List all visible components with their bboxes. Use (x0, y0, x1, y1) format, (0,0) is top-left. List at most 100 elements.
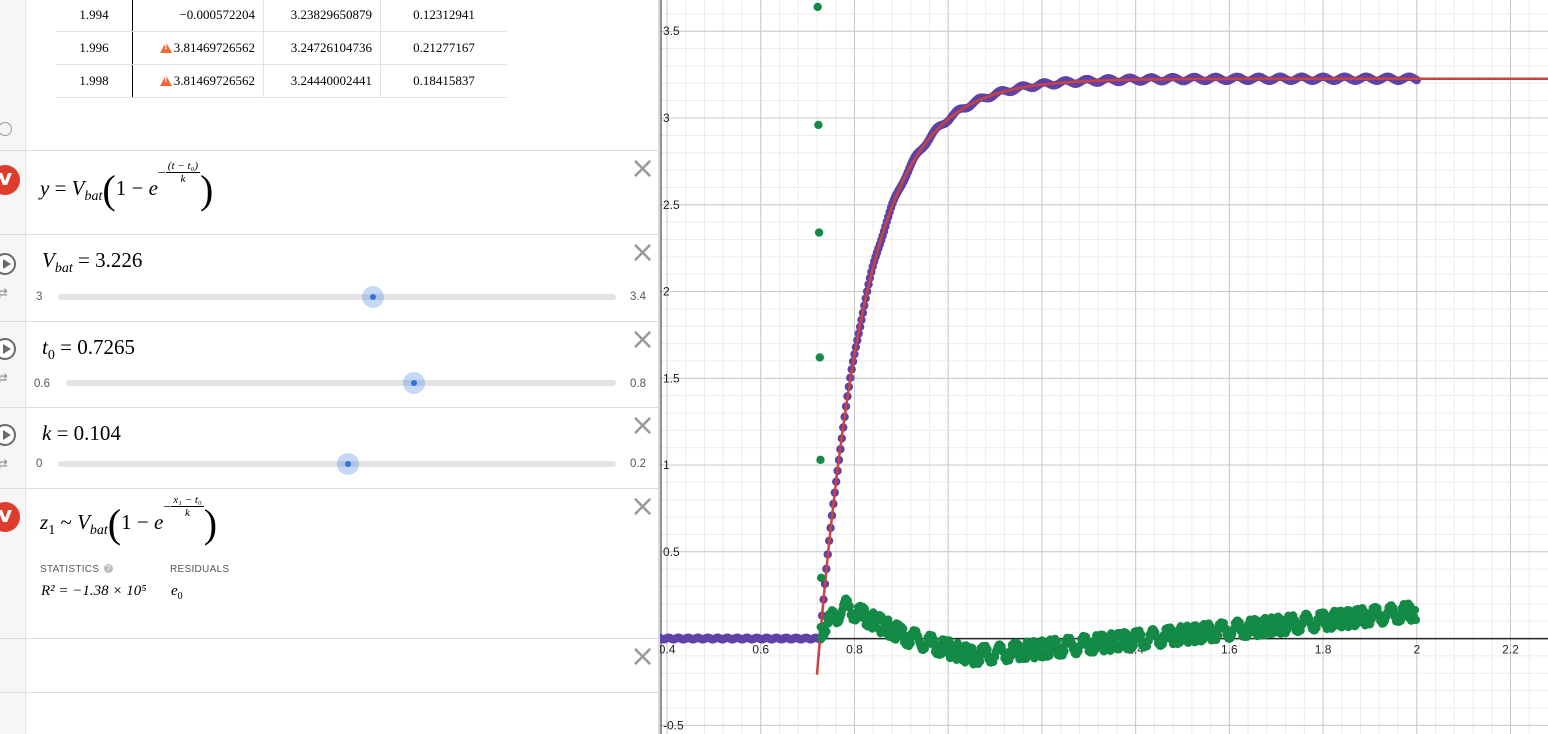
residual-point (816, 455, 825, 465)
residual-point (1352, 619, 1362, 629)
residual-point (816, 573, 826, 583)
cell-x-text: 1.998 (79, 73, 109, 88)
cell-y[interactable]: −0.000572204 (132, 0, 264, 32)
reg-exp-num: x₁ − t₀ (171, 494, 204, 508)
model-formula: y = Vbat(1 − e− (t − t₀) k) (40, 160, 214, 212)
cell-residual[interactable]: 0.12312941 (380, 0, 507, 32)
statistics-label: STATISTICS (40, 564, 100, 575)
empty-expression[interactable]: × (0, 638, 658, 693)
table-expression[interactable]: 1.994 −0.000572204 3.23829650879 0.12312941… (0, 0, 658, 151)
cell-x[interactable]: 1.996 (56, 31, 133, 65)
statistics-help-icon[interactable]: ? (104, 564, 113, 573)
model-vsym: V (71, 175, 85, 200)
cell-fit[interactable]: 3.23829650879 (263, 0, 381, 32)
y-tick-label: 3.5 (663, 24, 680, 38)
cell-x-text: 1.994 (79, 7, 109, 22)
residual-point (1198, 635, 1208, 644)
cell-x-text: 1.996 (79, 40, 109, 55)
table-row[interactable]: 1.996 3.81469726562 3.24726104736 0.2127716… (56, 31, 507, 65)
cell-x[interactable]: 1.998 (56, 64, 133, 98)
vbat-definition: Vbat = 3.226 (42, 248, 142, 277)
t0-sub: 0 (47, 348, 55, 364)
cell-fit[interactable]: 3.24726104736 (263, 31, 381, 65)
delete-t0-button[interactable]: × (630, 322, 656, 357)
reg-neg: − (163, 499, 172, 515)
residual-var: e (171, 583, 178, 599)
graph-paper[interactable]: 0.40.60.811.21.41.61.822.2-0.50.511.522.… (660, 0, 1548, 734)
cell-residual-text: 0.21277167 (413, 40, 475, 55)
vbat-sub: bat (54, 261, 73, 277)
cell-residual[interactable]: 0.18415837 (380, 64, 507, 98)
play-vbat-button[interactable] (0, 253, 16, 275)
regression-logo-icon: v (0, 165, 20, 195)
residual-point (1129, 641, 1138, 650)
residual-point (1283, 625, 1292, 634)
residual-point (814, 228, 824, 237)
panel-divider[interactable] (658, 0, 660, 734)
vbat-slider-thumb[interactable] (362, 286, 385, 308)
k-eq: = (56, 421, 69, 445)
residual-point (1206, 622, 1215, 631)
x-tick-label: 0.4 (660, 643, 676, 657)
reg-lhs-sub: 1 (48, 523, 56, 538)
play-t0-button[interactable] (0, 338, 16, 360)
cell-x[interactable]: 1.994 (56, 0, 133, 32)
cell-residual[interactable]: 0.21277167 (380, 31, 507, 65)
residual-point (899, 624, 908, 634)
residual-point (1213, 631, 1223, 640)
residual-point (824, 619, 833, 628)
reg-e: e (153, 509, 164, 534)
x-tick-label: 2 (1413, 643, 1420, 657)
residual-variable[interactable]: e0 (171, 583, 183, 602)
cell-residual-text: 0.12312941 (413, 7, 475, 22)
delete-vbat-button[interactable]: × (630, 235, 656, 270)
r-squared-value: R² = −1.38 × 10⁵ (41, 583, 147, 599)
t0-max: 0.8 (630, 378, 646, 390)
table-row[interactable]: 1.994 −0.000572204 3.23829650879 0.12312941 (56, 0, 507, 32)
play-k-button[interactable] (0, 424, 16, 446)
residual-point (1367, 614, 1377, 624)
residual-point (1060, 647, 1069, 656)
cell-fit[interactable]: 3.24440002441 (263, 64, 381, 98)
delete-model-button[interactable]: × (630, 151, 656, 186)
x-tick-label: 1.6 (1221, 643, 1238, 657)
loop-k-icon[interactable]: ⇄ (0, 457, 8, 472)
k-slider-expression[interactable]: ⇄ k = 0.104 0 0.2 × (0, 407, 658, 489)
regression-formula: z1 ~ Vbat(1 − e− x₁ − t₀ k) (40, 494, 218, 546)
vbat-min: 3 (36, 291, 43, 303)
k-max: 0.2 (630, 458, 646, 470)
t0-min: 0.6 (34, 378, 50, 390)
k-slider-thumb[interactable] (337, 453, 360, 475)
cell-y[interactable]: 3.81469726562 (132, 64, 264, 98)
model-vsub: bat (84, 189, 103, 204)
model-expression[interactable]: v y = Vbat(1 − e− (t − t₀) k) × (0, 150, 658, 235)
data-points-series (660, 72, 1421, 644)
y-tick-label: 3 (663, 111, 670, 125)
t0-slider-thumb[interactable] (402, 372, 425, 394)
vbat-slider-expression[interactable]: ⇄ Vbat = 3.226 3 3.4 × (0, 234, 658, 322)
residual-point (1137, 630, 1146, 639)
t0-slider-track[interactable] (66, 380, 616, 386)
x-tick-label: 2.2 (1502, 643, 1519, 657)
residual-point (1410, 605, 1420, 615)
delete-regression-button[interactable]: × (630, 489, 656, 524)
zoom-fit-icon[interactable] (0, 122, 12, 136)
warning-icon[interactable] (159, 75, 172, 86)
loop-t0-icon[interactable]: ⇄ (0, 371, 8, 386)
y-tick-label: 1 (663, 458, 670, 472)
k-slider-track[interactable] (58, 461, 616, 467)
residual-point (983, 645, 992, 654)
loop-vbat-icon[interactable]: ⇄ (0, 286, 8, 301)
warning-icon[interactable] (159, 42, 172, 53)
cell-y[interactable]: 3.81469726562 (132, 31, 264, 65)
graph-svg[interactable]: 0.40.60.811.21.41.61.822.2-0.50.511.522.… (660, 0, 1548, 734)
table-row[interactable]: 1.998 3.81469726562 3.24440002441 0.1841583… (56, 64, 507, 98)
vbat-slider-track[interactable] (58, 294, 616, 300)
t0-slider-expression[interactable]: ⇄ t0 = 0.7265 0.6 0.8 × (0, 321, 658, 408)
delete-k-button[interactable]: × (630, 408, 656, 443)
cell-y-text: −0.000572204 (179, 7, 255, 22)
delete-empty-button[interactable]: × (630, 639, 656, 674)
regression-expression[interactable]: v z1 ~ Vbat(1 − e− x₁ − t₀ k) STATISTICS ?… (0, 488, 658, 639)
residual-point (1103, 638, 1112, 647)
model-exp-num: (t − t₀) (165, 160, 200, 174)
